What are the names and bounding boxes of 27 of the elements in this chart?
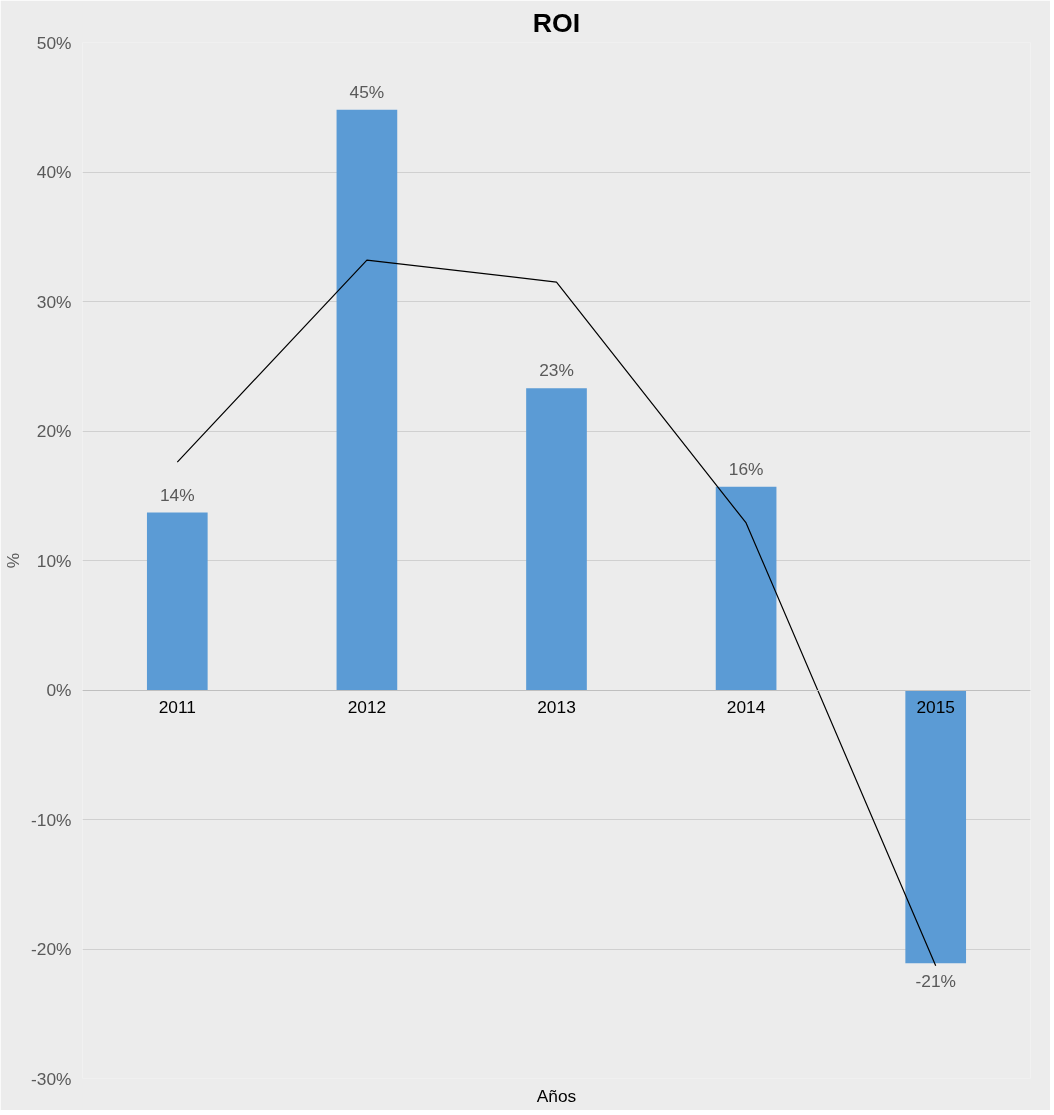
y-tick-label: 40%: [36, 162, 72, 182]
data-label: 45%: [349, 81, 385, 102]
y-tick-label: 0%: [46, 680, 72, 700]
x-axis-title: Años: [536, 1085, 577, 1106]
x-tick-label: 2013: [537, 697, 576, 717]
y-axis-title: %: [3, 552, 24, 569]
x-tick-label: 2011: [158, 697, 196, 717]
x-tick-label: 2015: [916, 697, 955, 717]
bar: [526, 388, 587, 690]
y-tick-label: -30%: [31, 1068, 72, 1089]
chart-title: ROI: [532, 7, 581, 38]
x-tick-label: 2012: [347, 697, 387, 717]
x-tick-label: 2014: [726, 697, 766, 717]
data-label: 14%: [159, 484, 195, 505]
y-tick-label: 20%: [36, 421, 72, 441]
data-label: 16%: [728, 458, 764, 479]
y-tick-label: -10%: [31, 809, 72, 830]
y-tick-label: -20%: [31, 939, 72, 959]
data-label: -21%: [915, 971, 956, 992]
y-tick-label: 30%: [36, 291, 72, 312]
bar: [715, 486, 777, 690]
y-tick-label: 50%: [36, 32, 72, 53]
bar: [905, 690, 967, 964]
bar: [146, 512, 208, 690]
bar: [336, 109, 398, 690]
y-tick-label: 10%: [36, 550, 72, 571]
data-label: 23%: [539, 360, 574, 381]
